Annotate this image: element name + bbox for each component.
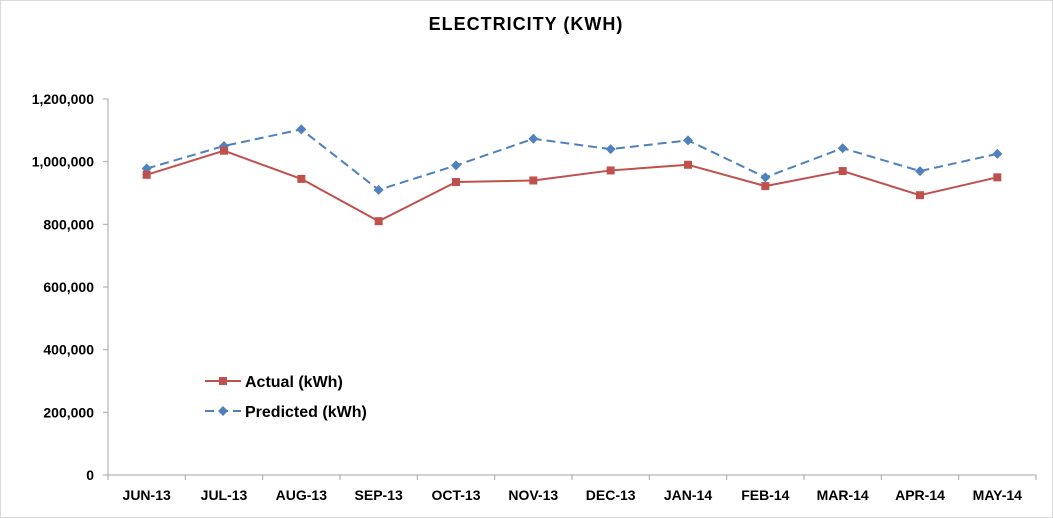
x-tick-label: JUL-13 — [201, 487, 248, 503]
x-tick-label: OCT-13 — [431, 487, 480, 503]
data-point-predicted — [373, 184, 384, 195]
legend: Actual (kWh) Predicted (kWh) — [205, 374, 367, 421]
data-point-predicted — [528, 133, 539, 144]
data-point-predicted — [451, 160, 461, 171]
data-point-predicted — [683, 135, 693, 146]
y-tick-label: 0 — [86, 467, 94, 483]
x-tick-label: FEB-14 — [741, 487, 789, 503]
x-tick-label: JAN-14 — [664, 487, 712, 503]
series-predicted — [141, 124, 1003, 195]
data-point-actual — [452, 178, 460, 187]
x-tick-label: JUN-13 — [123, 487, 171, 503]
data-point-actual — [220, 146, 228, 155]
x-tick-label: MAY-14 — [973, 487, 1023, 503]
data-point-predicted — [605, 144, 616, 155]
legend-label: Predicted (kWh) — [245, 404, 367, 421]
y-tick-label: 200,000 — [43, 404, 94, 420]
data-point-predicted — [915, 166, 925, 177]
data-point-actual — [606, 166, 615, 175]
y-tick-label: 600,000 — [43, 279, 94, 295]
y-tick-label: 1,200,000 — [32, 91, 94, 107]
data-point-actual — [142, 170, 151, 179]
data-point-actual — [916, 191, 924, 200]
legend-item-predicted: Predicted (kWh) — [205, 404, 367, 421]
y-tick-label: 800,000 — [43, 216, 94, 232]
data-point-predicted — [296, 124, 307, 135]
data-point-actual — [838, 167, 847, 176]
data-point-predicted — [837, 143, 848, 154]
x-tick-label: AUG-13 — [276, 487, 328, 503]
series-line-actual — [146, 149, 998, 223]
x-tick-label: MAR-14 — [817, 487, 869, 503]
data-point-predicted — [992, 148, 1003, 159]
data-point-actual — [297, 174, 306, 183]
data-point-actual — [761, 182, 770, 191]
legend-label: Actual (kWh) — [245, 374, 343, 391]
data-point-actual — [374, 217, 383, 226]
y-tick-label: 400,000 — [43, 342, 94, 358]
x-tick-label: SEP-13 — [355, 487, 403, 503]
x-tick-label: NOV-13 — [508, 487, 558, 503]
data-point-actual — [993, 173, 1002, 182]
y-tick-label: 1,000,000 — [32, 154, 94, 170]
legend-marker — [219, 377, 227, 385]
legend-item-actual: Actual (kWh) — [205, 374, 343, 391]
data-point-predicted — [760, 172, 771, 183]
axes: 0 200,000 400,000 600,000 800,000 1,000,000 1,… — [32, 91, 1037, 503]
series-layer — [141, 124, 1003, 226]
series-actual — [142, 146, 1002, 226]
x-tick-label: DEC-13 — [586, 487, 636, 503]
chart-title: ELECTRICITY (KWH) — [429, 14, 624, 34]
series-line-predicted — [146, 128, 998, 191]
legend-marker — [218, 406, 228, 416]
data-point-actual — [684, 160, 692, 169]
data-point-actual — [529, 176, 538, 185]
x-tick-label: APR-14 — [895, 487, 945, 503]
